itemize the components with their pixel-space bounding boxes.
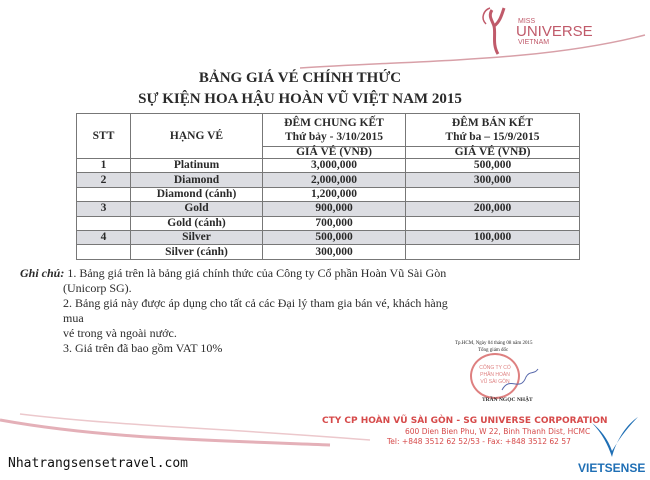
logo-miss: MISS [518, 18, 536, 25]
table-row: 1 Platinum 3,000,000 500,000 [76, 157, 580, 174]
company-stamp: CÔNG TY CỔ PHẦN HOÀN VŨ SÀI GÒN [470, 353, 520, 399]
semi-label: ĐÊM BÁN KẾT [451, 117, 534, 129]
cell-final: 1,200,000 [262, 186, 406, 203]
vietsense-logo-text: VIETSENSE [578, 461, 646, 475]
note-1: 1. Bảng giá trên là bảng giá chính thức … [67, 266, 447, 280]
footer-tel: Tel: +848 3512 62 52/53 - Fax: +848 3512… [387, 437, 571, 446]
table-row: Silver (cánh) 300,000 [76, 244, 580, 260]
table-row: Diamond (cánh) 1,200,000 [76, 186, 580, 203]
watermark-url: Nhatrangsensetravel.com [8, 456, 189, 471]
cell-final: 500,000 [262, 229, 406, 246]
cell-semi: 500,000 [405, 157, 580, 174]
cell-semi: 300,000 [405, 172, 580, 188]
header-final: ĐÊM CHUNG KẾT Thứ bảy - 3/10/2015 [262, 113, 406, 147]
signature-scribble [501, 368, 539, 391]
header-stt: STT [76, 113, 131, 159]
header-price-final: GIÁ VÉ (VNĐ) [262, 146, 406, 159]
header-hang-ve: HẠNG VÉ [130, 113, 263, 159]
cell-hang: Platinum [130, 157, 263, 174]
title-line-2: SỰ KIỆN HOA HẬU HOÀN VŨ VIỆT NAM 2015 [138, 91, 462, 107]
cell-stt [76, 215, 131, 231]
semi-date: Thứ ba – 15/9/2015 [445, 131, 540, 143]
cell-stt: 4 [76, 229, 131, 246]
decorative-swoosh-bottom [0, 413, 371, 447]
final-label: ĐÊM CHUNG KẾT [284, 117, 384, 129]
cell-hang: Silver (cánh) [130, 244, 263, 260]
table-row: 4 Silver 500,000 100,000 [76, 229, 580, 246]
notes-label: Ghi chú: [20, 266, 65, 280]
cell-stt: 1 [76, 157, 131, 174]
notes: Ghi chú: 1. Bảng giá trên là bảng giá ch… [20, 266, 450, 356]
footer-company: CTY CP HOÀN VŨ SÀI GÒN - SG UNIVERSE COR… [322, 416, 608, 426]
logo-universe: UNIVERSE [516, 23, 593, 40]
final-date: Thứ bảy - 3/10/2015 [285, 131, 383, 143]
note-2-cont: vé trong và ngoài nước. [63, 326, 177, 340]
cell-hang: Gold (cánh) [130, 215, 263, 231]
cell-semi [405, 244, 580, 260]
footer-address: 600 Dien Bien Phu, W 22, Binh Thanh Dist… [405, 427, 591, 436]
table-row: 3 Gold 900,000 200,000 [76, 201, 580, 217]
cell-semi: 100,000 [405, 229, 580, 246]
cell-hang: Diamond [130, 172, 263, 188]
cell-stt [76, 186, 131, 203]
cell-final: 3,000,000 [262, 157, 406, 174]
table-row: 2 Diamond 2,000,000 300,000 [76, 172, 580, 188]
price-table: STT HẠNG VÉ ĐÊM CHUNG KẾT Thứ bảy - 3/10/… [76, 113, 580, 260]
signature-date: Tp.HCM, Ngày 04 tháng 08 năm 2015 [455, 341, 533, 346]
vietsense-v-logo-icon [592, 417, 638, 457]
header-price-semi: GIÁ VÉ (VNĐ) [405, 146, 580, 159]
miss-universe-logo: MISS UNIVERSE VIETNAM [478, 4, 618, 56]
table-row: Gold (cánh) 700,000 [76, 215, 580, 231]
cell-semi: 200,000 [405, 201, 580, 217]
cell-hang: Silver [130, 229, 263, 246]
cell-semi [405, 186, 580, 203]
cell-stt: 2 [76, 172, 131, 188]
crown-figure-icon [482, 7, 506, 55]
cell-semi [405, 215, 580, 231]
cell-stt [76, 244, 131, 260]
logo-vietnam: VIETNAM [518, 39, 550, 46]
cell-final: 300,000 [262, 244, 406, 260]
cell-hang: Gold [130, 201, 263, 217]
cell-final: 2,000,000 [262, 172, 406, 188]
note-1-cont: (Unicorp SG). [63, 281, 132, 295]
decorative-swoosh-top [300, 34, 646, 69]
cell-final: 900,000 [262, 201, 406, 217]
signature-role: Tổng giám đốc [478, 348, 509, 353]
note-3: 3. Giá trên đã bao gồm VAT 10% [63, 341, 223, 355]
stamp-text: CÔNG TY CỔ PHẦN HOÀN VŨ SÀI GÒN [479, 365, 511, 385]
cell-stt: 3 [76, 201, 131, 217]
header-semi: ĐÊM BÁN KẾT Thứ ba – 15/9/2015 [405, 113, 580, 147]
note-2: 2. Bảng giá này được áp dụng cho tất cả … [63, 296, 448, 325]
cell-final: 700,000 [262, 215, 406, 231]
cell-hang: Diamond (cánh) [130, 186, 263, 203]
signer-name: TRẦN NGỌC NHẬT [482, 397, 533, 403]
title-line-1: BẢNG GIÁ VÉ CHÍNH THỨC [198, 70, 402, 86]
